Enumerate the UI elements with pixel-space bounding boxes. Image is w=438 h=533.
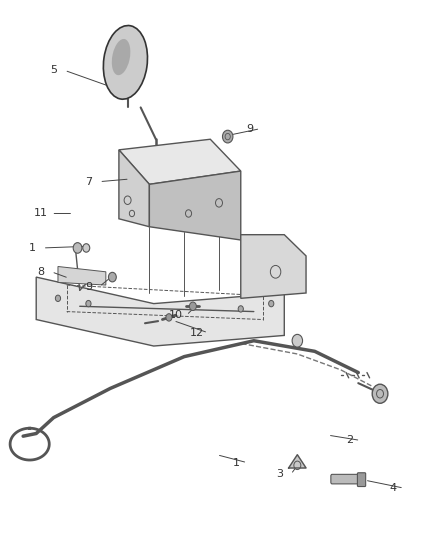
Polygon shape bbox=[149, 171, 241, 240]
Text: 8: 8 bbox=[37, 267, 44, 277]
Text: 7: 7 bbox=[85, 176, 92, 187]
Text: 2: 2 bbox=[346, 435, 353, 446]
Text: 1: 1 bbox=[28, 243, 35, 253]
Polygon shape bbox=[119, 150, 149, 227]
Polygon shape bbox=[289, 455, 306, 468]
Circle shape bbox=[109, 272, 116, 282]
Text: 10: 10 bbox=[169, 310, 183, 320]
Circle shape bbox=[86, 301, 91, 307]
Text: 5: 5 bbox=[50, 66, 57, 75]
Polygon shape bbox=[241, 235, 306, 298]
Text: 11: 11 bbox=[34, 208, 48, 219]
FancyBboxPatch shape bbox=[357, 473, 366, 487]
Text: 12: 12 bbox=[190, 328, 204, 338]
Circle shape bbox=[292, 334, 303, 347]
FancyBboxPatch shape bbox=[331, 474, 360, 484]
Ellipse shape bbox=[112, 39, 131, 75]
Text: 9: 9 bbox=[85, 281, 92, 292]
Circle shape bbox=[268, 301, 274, 307]
Text: 1: 1 bbox=[233, 458, 240, 467]
Ellipse shape bbox=[103, 26, 148, 99]
Circle shape bbox=[372, 384, 388, 403]
Circle shape bbox=[189, 302, 196, 311]
Polygon shape bbox=[58, 266, 106, 285]
Circle shape bbox=[223, 130, 233, 143]
Text: 3: 3 bbox=[276, 470, 283, 479]
Circle shape bbox=[166, 314, 172, 321]
Circle shape bbox=[73, 243, 82, 253]
Circle shape bbox=[238, 306, 244, 312]
Polygon shape bbox=[119, 139, 241, 184]
Text: 4: 4 bbox=[389, 483, 397, 493]
Circle shape bbox=[83, 244, 90, 252]
Polygon shape bbox=[36, 277, 284, 346]
Circle shape bbox=[55, 295, 60, 302]
Text: 9: 9 bbox=[246, 124, 253, 134]
